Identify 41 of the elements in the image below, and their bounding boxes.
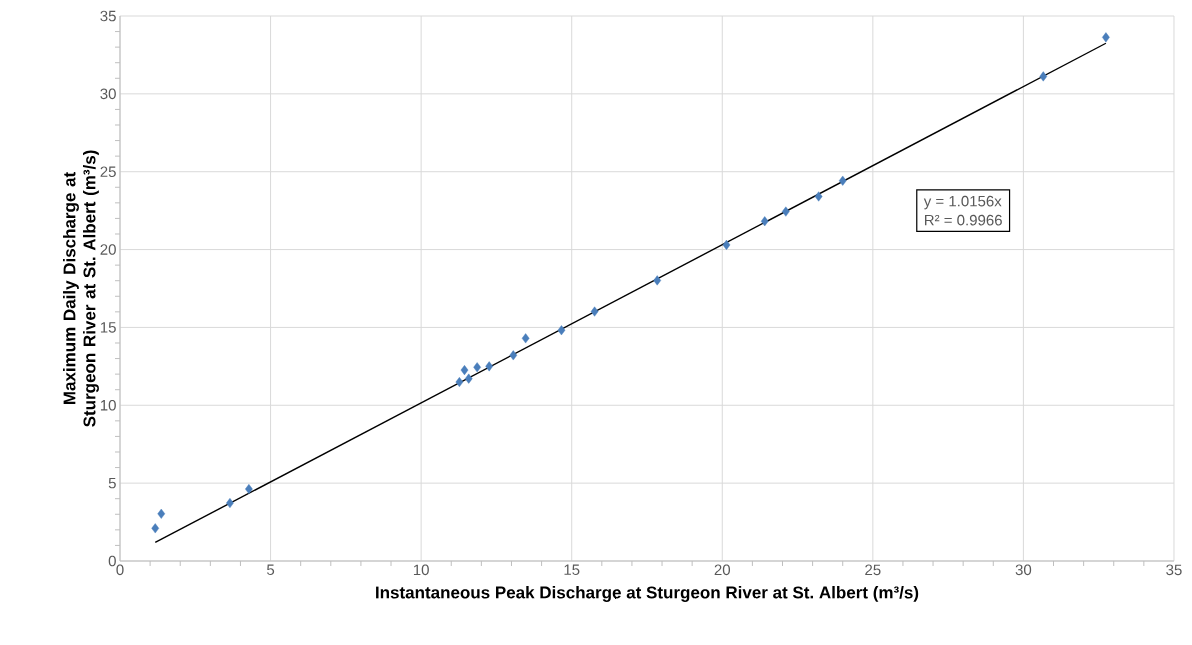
annotation: R² = 0.9966 xyxy=(925,214,1002,226)
point xyxy=(722,239,731,250)
point xyxy=(557,325,566,336)
point xyxy=(151,523,160,534)
point xyxy=(590,306,599,317)
y-tick-label: 30 xyxy=(100,88,116,100)
y-tick-label: 35 xyxy=(100,10,116,22)
x-tick-label: 35 xyxy=(1166,564,1182,576)
annotation: y = 1.0156x xyxy=(923,195,1002,210)
y-tick-label: 10 xyxy=(100,399,116,411)
point xyxy=(226,498,234,509)
y-axis-title: Maximum Daily Discharge at Sturgeon River at St. Albert (m³/s) xyxy=(63,150,99,427)
x-axis-title: Instantaneous Peak Discharge at Sturgeon River at St. Albert (m³/s) xyxy=(376,586,919,602)
y-tick-label: 15 xyxy=(100,322,116,333)
x-tick-label: 25 xyxy=(865,564,881,576)
point xyxy=(245,484,253,495)
x-tick-label: 30 xyxy=(1015,564,1032,576)
x-tick-label: 0 xyxy=(116,564,124,576)
y-tick-label: 25 xyxy=(100,166,116,178)
x-tick-label: 10 xyxy=(413,564,429,576)
x-tick-label: 5 xyxy=(267,564,275,575)
y-tick-label: 5 xyxy=(108,477,116,489)
x-tick-label: 20 xyxy=(714,564,731,576)
y-tick-label: 0 xyxy=(108,555,116,567)
point xyxy=(464,373,473,384)
point xyxy=(782,206,790,217)
point xyxy=(473,362,481,373)
point xyxy=(509,350,518,361)
point xyxy=(455,377,464,388)
y-tick-label: 20 xyxy=(100,244,116,255)
point xyxy=(838,175,847,186)
point xyxy=(1102,32,1110,43)
point xyxy=(460,365,469,376)
point xyxy=(760,216,769,227)
point xyxy=(1039,71,1048,82)
point xyxy=(521,333,530,344)
point xyxy=(814,191,823,202)
point xyxy=(157,508,166,519)
point xyxy=(653,275,662,286)
point xyxy=(485,361,493,372)
x-tick-label: 15 xyxy=(564,564,580,575)
